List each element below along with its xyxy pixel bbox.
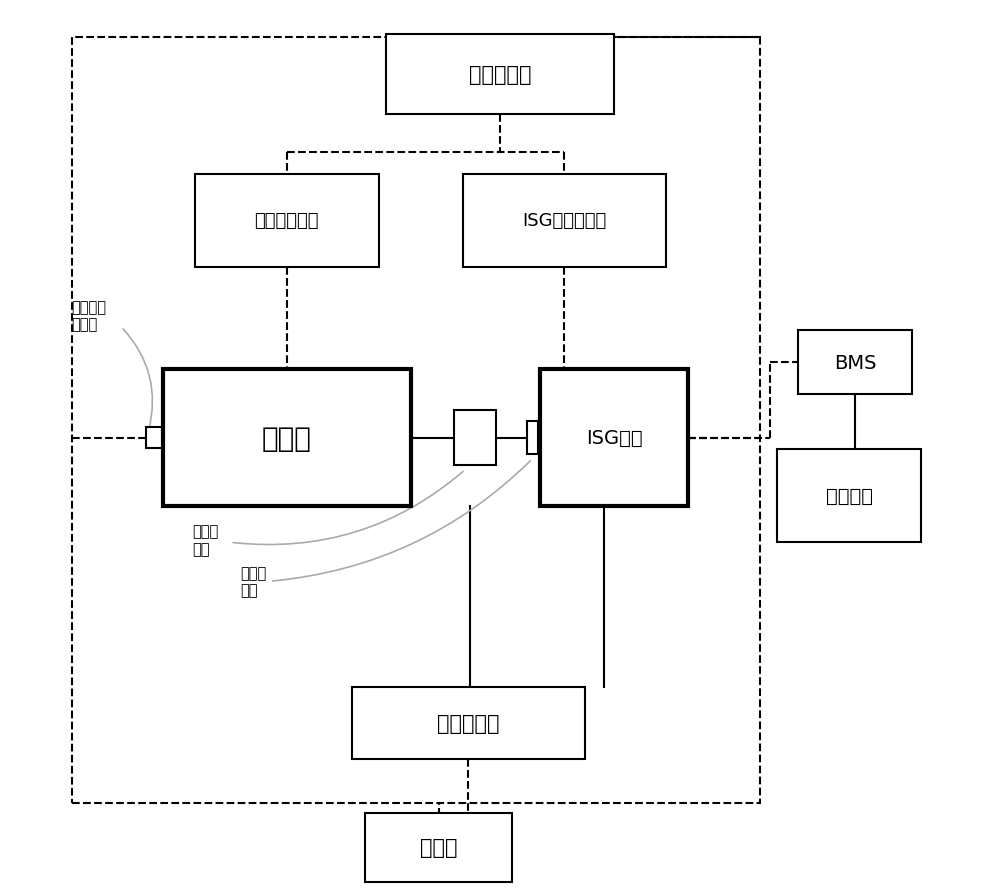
FancyBboxPatch shape <box>365 813 512 881</box>
Text: BMS: BMS <box>834 353 876 372</box>
Text: 转矩传
感器: 转矩传 感器 <box>193 524 219 556</box>
Text: 数据采集仪: 数据采集仪 <box>437 713 500 733</box>
Text: 曲轴位置
传感器: 曲轴位置 传感器 <box>72 299 107 332</box>
FancyBboxPatch shape <box>163 369 411 507</box>
Text: ISG电机: ISG电机 <box>586 428 642 448</box>
Text: 旋转变
压器: 旋转变 压器 <box>240 565 266 598</box>
Text: 发动机控制器: 发动机控制器 <box>255 212 319 230</box>
FancyBboxPatch shape <box>798 331 912 395</box>
FancyBboxPatch shape <box>527 421 538 455</box>
Text: ISG电机控制器: ISG电机控制器 <box>522 212 607 230</box>
FancyBboxPatch shape <box>777 449 921 542</box>
Text: 整车控制器: 整车控制器 <box>469 65 531 85</box>
FancyBboxPatch shape <box>386 35 614 114</box>
FancyBboxPatch shape <box>195 174 379 267</box>
FancyBboxPatch shape <box>352 687 585 760</box>
Text: 工控机: 工控机 <box>420 838 457 857</box>
FancyBboxPatch shape <box>146 427 163 449</box>
Text: 动力电池: 动力电池 <box>826 486 873 505</box>
Text: 发动机: 发动机 <box>262 424 312 452</box>
FancyBboxPatch shape <box>454 410 496 466</box>
FancyBboxPatch shape <box>540 369 688 507</box>
FancyBboxPatch shape <box>463 174 666 267</box>
